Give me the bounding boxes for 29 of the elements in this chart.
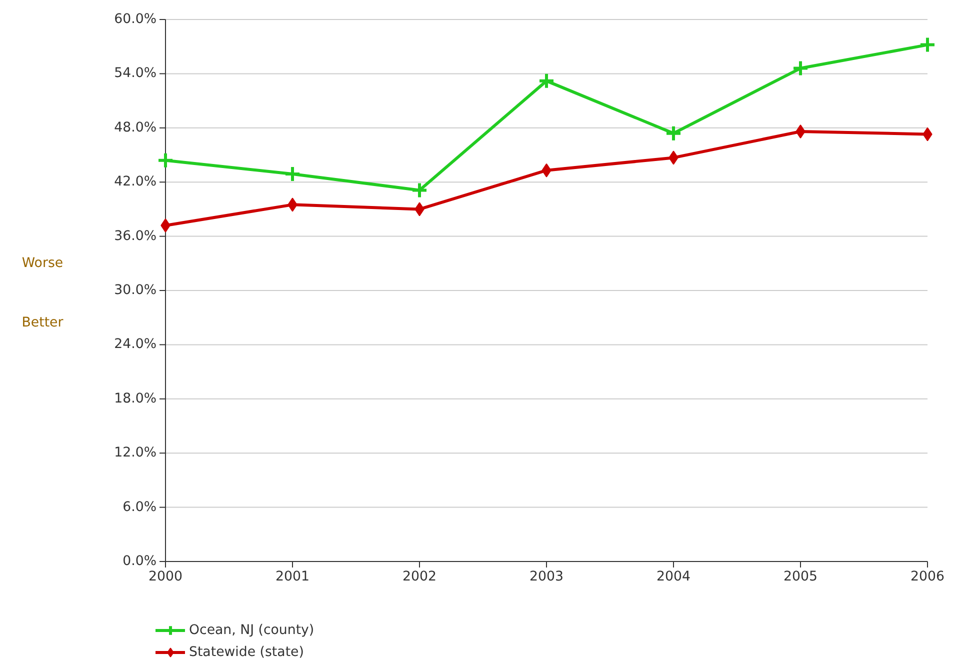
- y-tick-label: 6.0%: [122, 500, 157, 515]
- x-tick-label: 2001: [276, 570, 310, 584]
- y-tick-label: 0.0%: [122, 554, 157, 569]
- x-tick-label: 2002: [402, 570, 436, 584]
- x-tick-label: 2003: [530, 570, 564, 584]
- y-tick-label: 36.0%: [114, 228, 157, 244]
- point: [538, 72, 555, 90]
- point: [411, 182, 428, 199]
- y-tick-label: 18.0%: [114, 391, 157, 406]
- legend-label: Ocean, NJ (county): [189, 622, 314, 640]
- y-tick-label: 60.0%: [114, 12, 157, 27]
- y-tick-label: 54.0%: [114, 66, 157, 82]
- point: [919, 36, 936, 54]
- y-tick-label: 12.0%: [114, 446, 157, 461]
- text: Better: [22, 316, 64, 331]
- x-tick-label: 2004: [656, 570, 690, 584]
- x-tick-label: 2000: [148, 570, 182, 584]
- y-tick-label: 30.0%: [114, 283, 157, 298]
- y-tick-label: 24.0%: [114, 337, 157, 352]
- point: [157, 152, 174, 169]
- x-tick-label: 2005: [784, 570, 818, 584]
- y-tick-label: 48.0%: [114, 120, 157, 136]
- text: Worse: [22, 256, 64, 271]
- x-tick-label: 2006: [910, 570, 944, 584]
- legend-label: Statewide (state): [189, 644, 304, 662]
- y-tick-label: 42.0%: [114, 174, 157, 190]
- point: [665, 124, 682, 142]
- point: [284, 165, 301, 182]
- point: [792, 60, 809, 77]
